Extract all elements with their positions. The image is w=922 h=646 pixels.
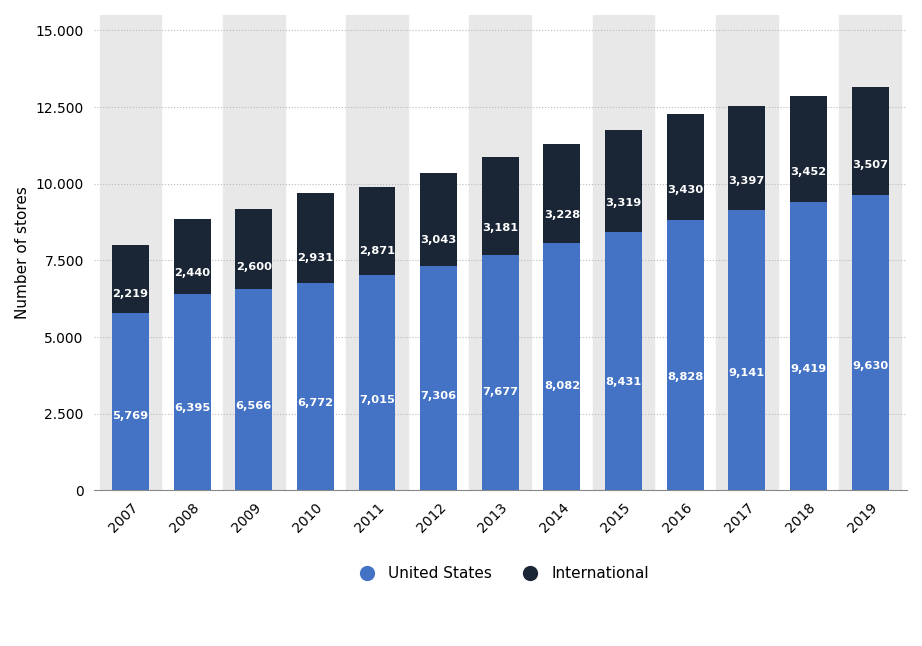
Bar xyxy=(482,255,519,490)
Legend: United States, International: United States, International xyxy=(345,560,656,587)
Bar xyxy=(852,195,889,490)
Text: 7,677: 7,677 xyxy=(482,386,518,397)
Text: 9,419: 9,419 xyxy=(790,364,826,374)
Bar xyxy=(420,266,457,490)
Text: 6,772: 6,772 xyxy=(298,398,334,408)
Bar xyxy=(100,15,161,490)
Bar xyxy=(346,15,408,490)
Bar xyxy=(420,173,457,266)
Bar xyxy=(112,313,149,490)
Bar xyxy=(593,15,655,490)
Text: 3,228: 3,228 xyxy=(544,210,580,220)
Text: 3,430: 3,430 xyxy=(667,185,703,195)
Text: 8,431: 8,431 xyxy=(606,377,642,387)
Bar xyxy=(235,209,272,289)
Bar xyxy=(297,283,334,490)
Bar xyxy=(173,220,210,295)
Bar xyxy=(790,96,827,202)
Text: 3,452: 3,452 xyxy=(790,167,826,177)
Bar xyxy=(716,15,777,490)
Bar xyxy=(359,187,396,275)
Text: 3,043: 3,043 xyxy=(420,235,456,245)
Text: 8,082: 8,082 xyxy=(544,381,580,391)
Text: 6,566: 6,566 xyxy=(236,401,272,411)
Bar xyxy=(235,289,272,490)
Bar xyxy=(112,245,149,313)
Text: 2,440: 2,440 xyxy=(174,268,210,278)
Y-axis label: Number of stores: Number of stores xyxy=(15,186,30,319)
Bar xyxy=(297,193,334,283)
Text: 3,181: 3,181 xyxy=(482,223,518,233)
Text: 3,319: 3,319 xyxy=(606,198,642,208)
Text: 3,397: 3,397 xyxy=(728,176,765,186)
Bar xyxy=(790,202,827,490)
Bar xyxy=(359,275,396,490)
Bar xyxy=(728,106,765,210)
Text: 2,931: 2,931 xyxy=(297,253,334,262)
Bar xyxy=(543,242,580,490)
Text: 3,507: 3,507 xyxy=(852,160,888,170)
Text: 2,600: 2,600 xyxy=(236,262,272,272)
Bar xyxy=(469,15,531,490)
Text: 5,769: 5,769 xyxy=(112,411,148,421)
Text: 7,015: 7,015 xyxy=(359,395,395,405)
Bar xyxy=(173,295,210,490)
Text: 6,395: 6,395 xyxy=(174,403,210,413)
Text: 9,141: 9,141 xyxy=(728,368,765,378)
Bar xyxy=(482,158,519,255)
Text: 9,630: 9,630 xyxy=(852,361,888,371)
Bar xyxy=(852,87,889,195)
Bar xyxy=(839,15,901,490)
Bar xyxy=(667,114,703,220)
Bar xyxy=(543,143,580,242)
Bar xyxy=(223,15,285,490)
Bar xyxy=(728,210,765,490)
Bar xyxy=(605,232,642,490)
Text: 2,219: 2,219 xyxy=(112,289,148,300)
Text: 2,871: 2,871 xyxy=(359,245,395,256)
Bar xyxy=(605,130,642,232)
Text: 7,306: 7,306 xyxy=(420,391,456,401)
Text: 8,828: 8,828 xyxy=(667,371,703,382)
Bar xyxy=(667,220,703,490)
